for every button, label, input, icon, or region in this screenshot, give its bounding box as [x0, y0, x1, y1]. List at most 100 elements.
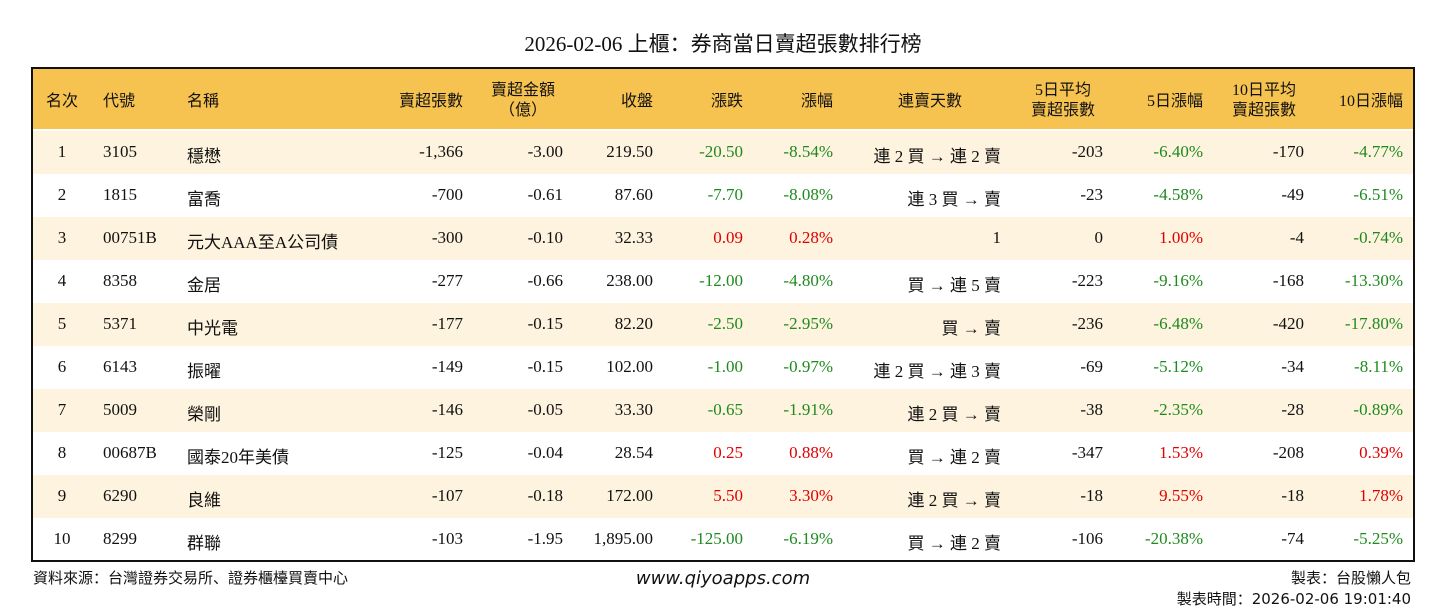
table-cell: -8.54% — [783, 142, 833, 161]
table-cell: -12.00 — [699, 271, 743, 290]
table-cell: -0.15 — [527, 357, 563, 376]
table-cell: 87.60 — [614, 185, 653, 204]
table-cell: 00687B — [103, 443, 157, 462]
table-cell: 元大AAA至A公司債 — [187, 233, 339, 252]
table-cell: 8 — [57, 443, 67, 462]
maker: 製表：台股懶人包 — [1290, 569, 1411, 587]
table-cell: -420 — [1272, 314, 1304, 333]
table-cell: 中光電 — [187, 319, 238, 338]
table-cell: -74 — [1281, 529, 1304, 548]
table-cell: 8358 — [103, 271, 137, 290]
table-cell: 1.53% — [1159, 443, 1203, 462]
table-cell: 0.25 — [713, 443, 743, 462]
table-row — [33, 346, 1413, 389]
table-cell: -700 — [431, 185, 463, 204]
table-cell: 1 — [57, 142, 67, 161]
table-cell: -9.16% — [1153, 271, 1203, 290]
table-cell: 5 — [57, 314, 67, 333]
table-cell: -4 — [1289, 228, 1304, 247]
table-cell: -0.74% — [1353, 228, 1403, 247]
table-cell: -18 — [1281, 486, 1304, 505]
table-row — [33, 475, 1413, 518]
header-cell: 收盤 — [620, 93, 653, 110]
table-cell: 9.55% — [1159, 486, 1203, 505]
table-cell: 穩懋 — [187, 147, 221, 166]
table-cell: 82.20 — [614, 314, 653, 333]
table-cell: -28 — [1281, 400, 1304, 419]
table-cell: 6143 — [103, 357, 137, 376]
table-cell: -20.38% — [1144, 529, 1203, 548]
table-cell: -1.95 — [527, 529, 563, 548]
table-cell: 0.39% — [1359, 443, 1403, 462]
header-cell: 10日平均 — [1231, 82, 1296, 99]
table-cell: -69 — [1080, 357, 1103, 376]
table-cell: -0.18 — [527, 486, 563, 505]
header-cell: 賣超張數 — [1030, 102, 1095, 119]
table-cell: -17.80% — [1344, 314, 1403, 333]
table-cell: -20.50 — [699, 142, 743, 161]
table-cell: -2.95% — [783, 314, 833, 333]
table-cell: 0.28% — [789, 228, 833, 247]
table-cell: 238.00 — [606, 271, 653, 290]
table-cell: -149 — [431, 357, 463, 376]
table-cell: 連 2 買 → 賣 — [907, 405, 1002, 424]
table-cell: -300 — [431, 228, 463, 247]
table-cell: 00751B — [103, 228, 157, 247]
table-cell: -0.65 — [707, 400, 743, 419]
table-cell: 5371 — [103, 314, 137, 333]
table-cell: 富喬 — [187, 190, 221, 209]
table-cell: -223 — [1071, 271, 1103, 290]
table-cell: 買 → 連 5 賣 — [907, 276, 1002, 295]
table-cell: -1.91% — [783, 400, 833, 419]
table-cell: -170 — [1272, 142, 1304, 161]
table-cell: 10 — [53, 529, 71, 548]
table-cell: -18 — [1080, 486, 1103, 505]
table-cell: 振曜 — [187, 362, 221, 381]
table-row — [33, 303, 1413, 346]
table-border — [31, 67, 1415, 562]
table-cell: 買 → 連 2 賣 — [907, 534, 1002, 553]
table-cell: 6 — [57, 357, 67, 376]
table-cell: -277 — [431, 271, 463, 290]
table-cell: -236 — [1071, 314, 1103, 333]
table-cell: -0.97% — [783, 357, 833, 376]
table-cell: 連 2 買 → 連 2 賣 — [873, 147, 1002, 166]
table-cell: -7.70 — [707, 185, 743, 204]
table-cell: 3 — [57, 228, 67, 247]
header-cell: 賣超張數 — [398, 93, 463, 110]
table-cell: -103 — [431, 529, 463, 548]
table-cell: 2 — [57, 185, 67, 204]
table-cell: 9 — [57, 486, 67, 505]
title: 2026-02-06 上櫃：券商當日賣超張數排行榜 — [524, 32, 922, 56]
table-cell: -3.00 — [527, 142, 563, 161]
table-cell: -177 — [431, 314, 463, 333]
table-cell: 1,895.00 — [593, 529, 654, 548]
header-cell: 代號 — [103, 93, 136, 110]
table-cell: -0.15 — [527, 314, 563, 333]
table-cell: -2.35% — [1153, 400, 1203, 419]
header-cell: （億） — [498, 102, 547, 119]
table-cell: -49 — [1281, 185, 1304, 204]
table-cell: -203 — [1071, 142, 1103, 161]
table-cell: 1.78% — [1359, 486, 1403, 505]
table-cell: 連 2 買 → 連 3 賣 — [873, 362, 1002, 381]
header-cell: 漲幅 — [800, 93, 833, 110]
table-cell: -5.25% — [1353, 529, 1403, 548]
header-cell: 漲跌 — [710, 93, 743, 110]
table-cell: -106 — [1071, 529, 1103, 548]
timestamp: 製表時間：2026-02-06 19:01:40 — [1176, 590, 1411, 608]
table-cell: -13.30% — [1344, 271, 1403, 290]
table-cell: 金居 — [187, 276, 221, 295]
table-cell: 219.50 — [606, 142, 653, 161]
table-cell: -6.51% — [1353, 185, 1403, 204]
table-cell: -4.58% — [1153, 185, 1203, 204]
table-cell: -0.04 — [527, 443, 563, 462]
table-cell: 7 — [57, 400, 67, 419]
table-cell: 連 3 買 → 賣 — [907, 190, 1002, 209]
table-cell: -0.61 — [527, 185, 563, 204]
header-cell: 10日漲幅 — [1338, 93, 1403, 110]
table-cell: -208 — [1272, 443, 1304, 462]
table-row — [33, 432, 1413, 475]
table-cell: -6.48% — [1153, 314, 1203, 333]
